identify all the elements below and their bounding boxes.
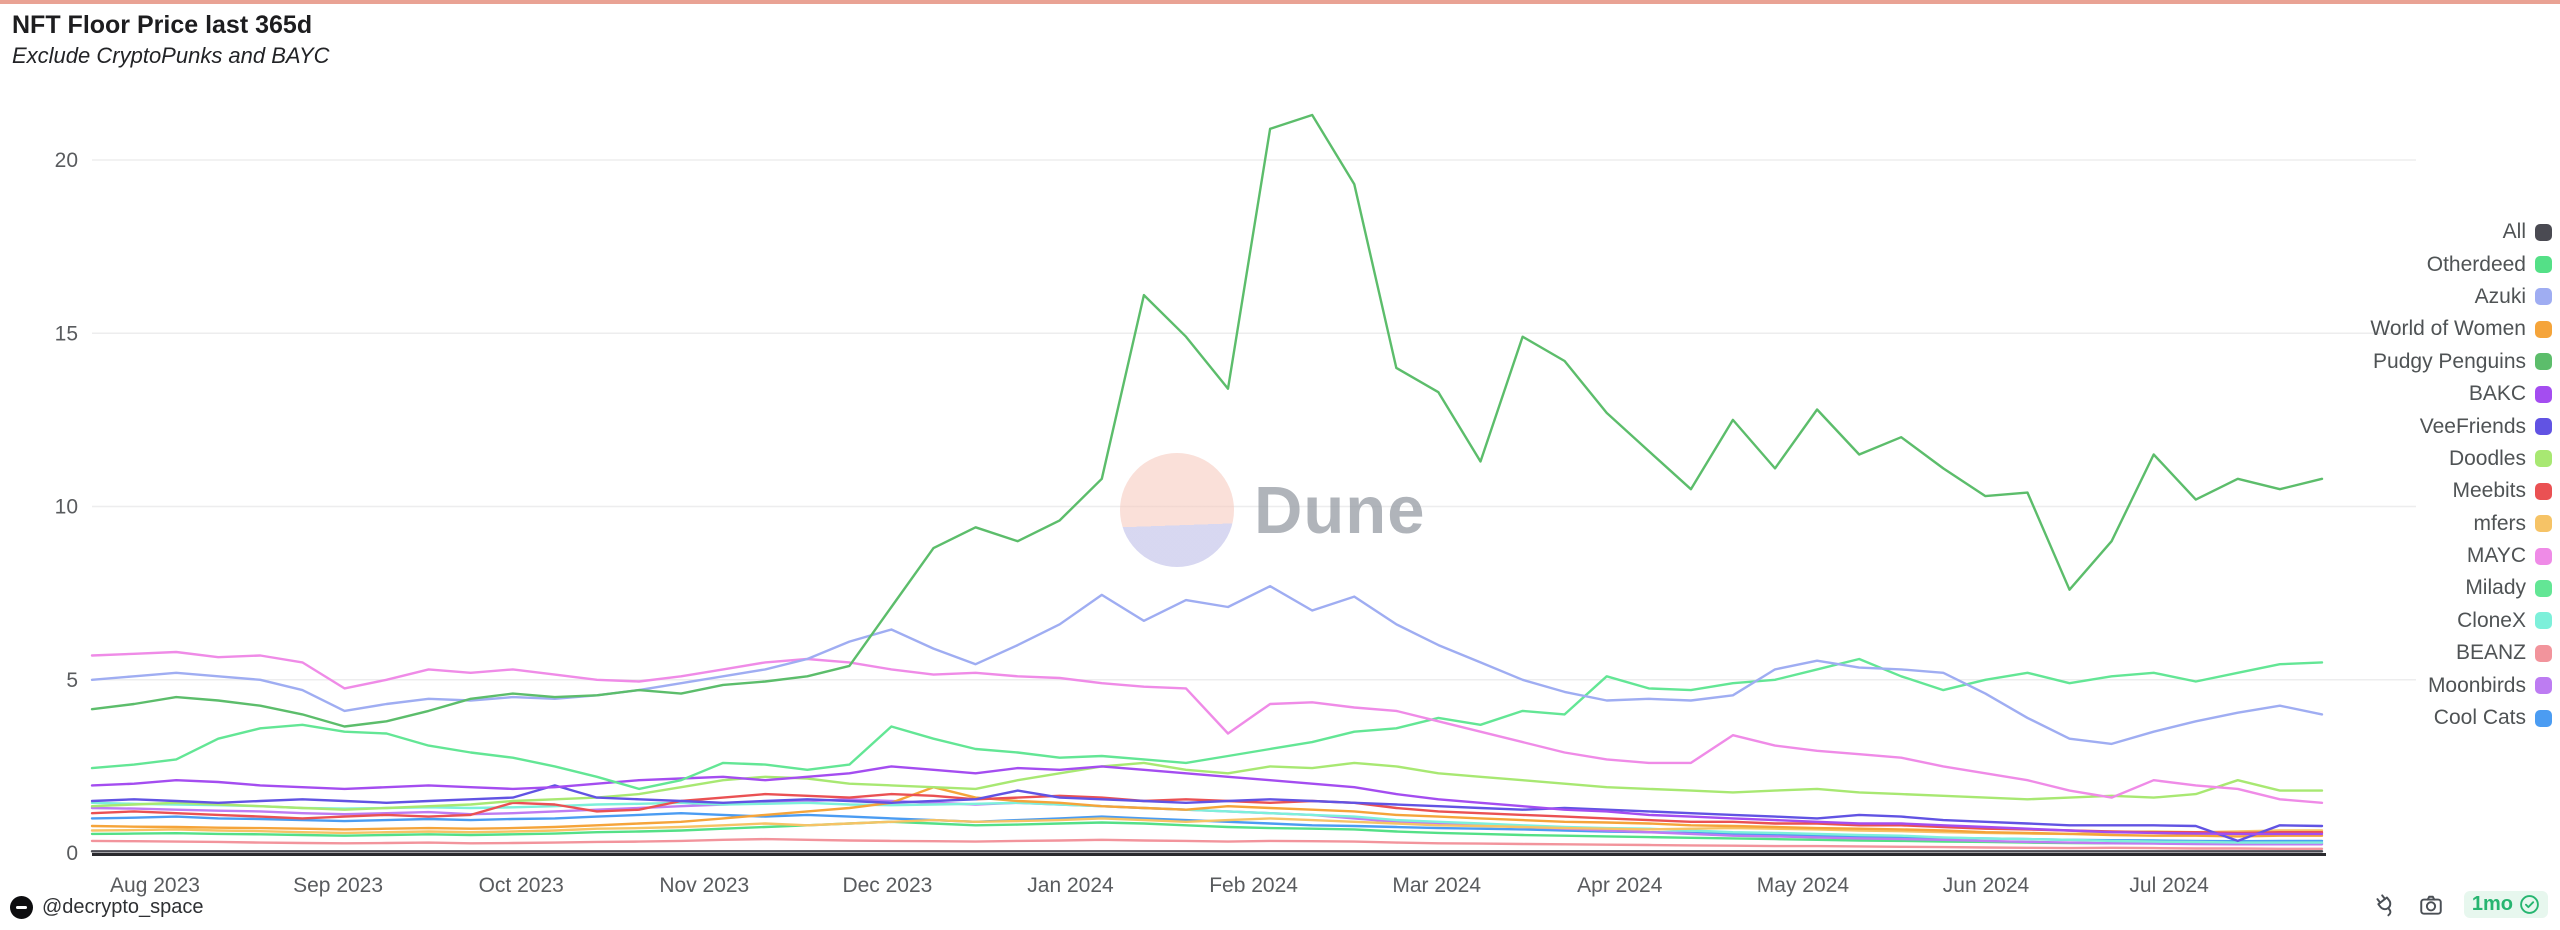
series-line-world-of-women — [90, 786, 2324, 838]
legend-item-milady[interactable]: Milady — [2370, 572, 2552, 604]
legend-label: VeeFriends — [2419, 414, 2526, 438]
x-tick-label: Nov 2023 — [659, 874, 749, 897]
x-tick-label: Jun 2024 — [1943, 874, 2030, 897]
series-line-beanz — [90, 837, 2324, 850]
series-line-milady — [90, 657, 2324, 791]
x-tick-label: Apr 2024 — [1577, 874, 1663, 897]
legend-item-world-of-women[interactable]: World of Women — [2370, 313, 2552, 345]
x-tick-label: Oct 2023 — [479, 874, 564, 897]
x-tick-label: Mar 2024 — [1392, 874, 1481, 897]
legend-swatch — [2535, 482, 2552, 500]
x-tick-label: May 2024 — [1757, 874, 1850, 897]
legend-swatch — [2535, 450, 2552, 468]
legend-swatch — [2535, 612, 2552, 630]
legend-item-all[interactable]: All — [2370, 216, 2552, 248]
legend-item-clonex[interactable]: CloneX — [2370, 605, 2552, 637]
series-line-doodles — [90, 761, 2324, 811]
y-tick-label: 15 — [55, 322, 78, 345]
legend-item-meebits[interactable]: Meebits — [2370, 475, 2552, 507]
legend-item-moonbirds[interactable]: Moonbirds — [2370, 669, 2552, 701]
legend-item-doodles[interactable]: Doodles — [2370, 443, 2552, 475]
series-line-mayc — [90, 650, 2324, 804]
legend-item-azuki[interactable]: Azuki — [2370, 281, 2552, 313]
series-line-pudgy-penguins — [90, 113, 2324, 728]
refresh-badge-label: 1mo — [2471, 893, 2513, 915]
legend-label: MAYC — [2466, 544, 2526, 568]
y-tick-label: 0 — [66, 842, 78, 865]
author-credit: @decrypto_space — [10, 896, 204, 919]
legend-label: Pudgy Penguins — [2373, 349, 2526, 373]
legend-item-beanz[interactable]: BEANZ — [2370, 637, 2552, 669]
embed-controls: 1mo — [2372, 891, 2548, 918]
plug-icon[interactable] — [2372, 892, 2398, 918]
legend-swatch — [2535, 515, 2552, 533]
legend-item-veefriends[interactable]: VeeFriends — [2370, 410, 2552, 442]
legend-item-bakc[interactable]: BAKC — [2370, 378, 2552, 410]
legend-label: Cool Cats — [2433, 706, 2526, 730]
legend-swatch — [2535, 418, 2552, 436]
page-title: NFT Floor Price last 365d — [12, 11, 313, 39]
series-line-meebits — [90, 792, 2324, 835]
legend-swatch — [2535, 677, 2552, 695]
legend-item-mfers[interactable]: mfers — [2370, 508, 2552, 540]
series-line-otherdeed — [90, 820, 2324, 845]
refresh-badge[interactable]: 1mo — [2463, 891, 2548, 918]
legend-label: Azuki — [2474, 284, 2526, 308]
x-tick-label: Jan 2024 — [1027, 874, 1114, 897]
legend-label: All — [2502, 220, 2526, 244]
x-tick-label: Aug 2023 — [110, 874, 200, 897]
legend-swatch — [2535, 320, 2552, 338]
legend-item-pudgy-penguins[interactable]: Pudgy Penguins — [2370, 346, 2552, 378]
author-handle: @decrypto_space — [42, 896, 204, 918]
chart-legend: All Otherdeed Azuki World of Women Pudgy Pen… — [2370, 216, 2552, 734]
camera-icon[interactable] — [2418, 892, 2444, 918]
legend-swatch — [2535, 547, 2552, 565]
legend-swatch — [2535, 256, 2552, 274]
y-tick-label: 20 — [55, 149, 78, 172]
legend-label: BEANZ — [2455, 641, 2526, 665]
decrypto-logo-icon — [10, 896, 33, 919]
legend-label: CloneX — [2457, 608, 2526, 632]
series-line-bakc — [90, 765, 2324, 836]
legend-item-otherdeed[interactable]: Otherdeed — [2370, 248, 2552, 280]
legend-label: Meebits — [2452, 479, 2526, 503]
legend-label: World of Women — [2370, 317, 2526, 341]
legend-swatch — [2535, 579, 2552, 597]
legend-swatch — [2535, 353, 2552, 371]
legend-swatch — [2535, 288, 2552, 306]
x-tick-label: Feb 2024 — [1209, 874, 1298, 897]
series-line-azuki — [90, 585, 2324, 746]
legend-label: mfers — [2473, 511, 2527, 535]
legend-swatch — [2535, 709, 2552, 727]
legend-label: Moonbirds — [2427, 673, 2526, 697]
legend-label: Otherdeed — [2426, 252, 2526, 276]
legend-swatch — [2535, 644, 2552, 662]
legend-label: Doodles — [2448, 446, 2526, 470]
page-subtitle: Exclude CryptoPunks and BAYC — [12, 43, 330, 68]
legend-label: Milady — [2465, 576, 2526, 600]
x-tick-label: Dec 2023 — [842, 874, 932, 897]
legend-swatch — [2535, 385, 2552, 403]
series-line-veefriends — [90, 784, 2324, 843]
x-tick-label: Jul 2024 — [2129, 874, 2209, 897]
series-line-clonex — [90, 801, 2324, 844]
legend-item-mayc[interactable]: MAYC — [2370, 540, 2552, 572]
legend-label: BAKC — [2468, 382, 2526, 406]
card-top-accent — [0, 0, 2560, 4]
chart-header: NFT Floor Price last 365d Exclude Crypto… — [12, 10, 330, 72]
legend-swatch — [2535, 223, 2552, 241]
verified-check-icon — [2520, 895, 2539, 914]
x-tick-label: Sep 2023 — [293, 874, 383, 897]
series-line-mfers — [90, 817, 2324, 836]
y-tick-label: 10 — [55, 496, 78, 519]
legend-item-cool-cats[interactable]: Cool Cats — [2370, 702, 2552, 734]
y-tick-label: 5 — [66, 669, 78, 692]
